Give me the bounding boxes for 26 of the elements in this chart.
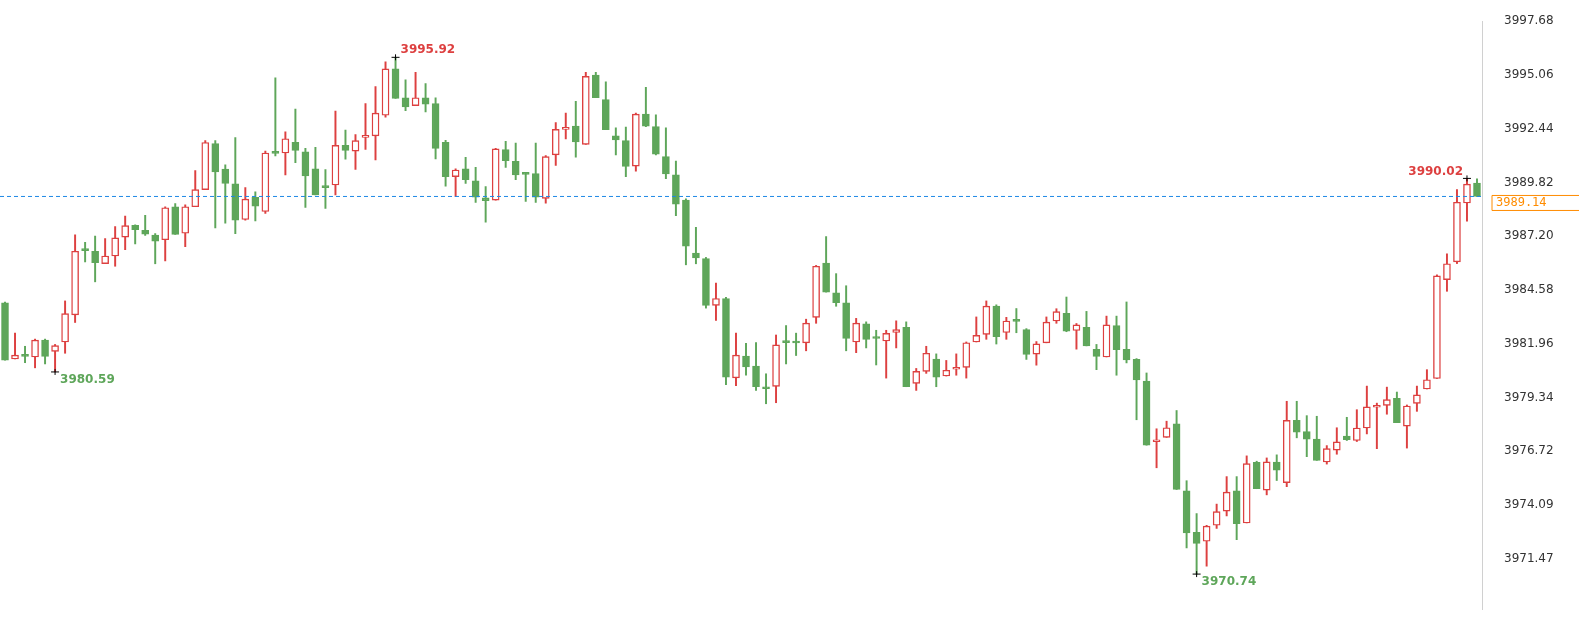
candlestick	[1152, 428, 1161, 469]
y-tick-label: 3995.06	[1504, 67, 1554, 82]
y-tick-label: 3981.96	[1504, 335, 1554, 350]
ref-line-label: 3989.14	[1496, 195, 1547, 210]
y-tick-label: 3992.44	[1504, 120, 1554, 135]
candlestick	[1373, 402, 1381, 450]
y-tick-label: 3984.58	[1504, 282, 1554, 297]
y-tick-label: 3974.09	[1504, 497, 1554, 512]
candlestick	[521, 171, 530, 202]
candlestick	[321, 169, 330, 209]
annotation: 3990.02	[1408, 163, 1463, 178]
candlestick	[872, 329, 881, 366]
annotation: 3980.59	[60, 372, 115, 387]
candlestick	[782, 325, 790, 365]
candlestick	[271, 77, 280, 157]
y-tick-label: 3997.68	[1504, 13, 1554, 28]
y-tick-label: 3971.47	[1504, 551, 1554, 566]
candlestick	[762, 373, 770, 405]
y-tick-label: 3976.72	[1504, 443, 1554, 458]
annotation: 3970.74	[1201, 574, 1257, 589]
y-tick-label: 3987.20	[1504, 228, 1554, 243]
y-tick-label: 3979.34	[1504, 389, 1554, 404]
candlestick	[481, 186, 490, 223]
annotation: 3995.92	[400, 42, 456, 57]
y-tick-label: 3989.82	[1504, 174, 1554, 189]
candlestick	[1012, 308, 1021, 334]
